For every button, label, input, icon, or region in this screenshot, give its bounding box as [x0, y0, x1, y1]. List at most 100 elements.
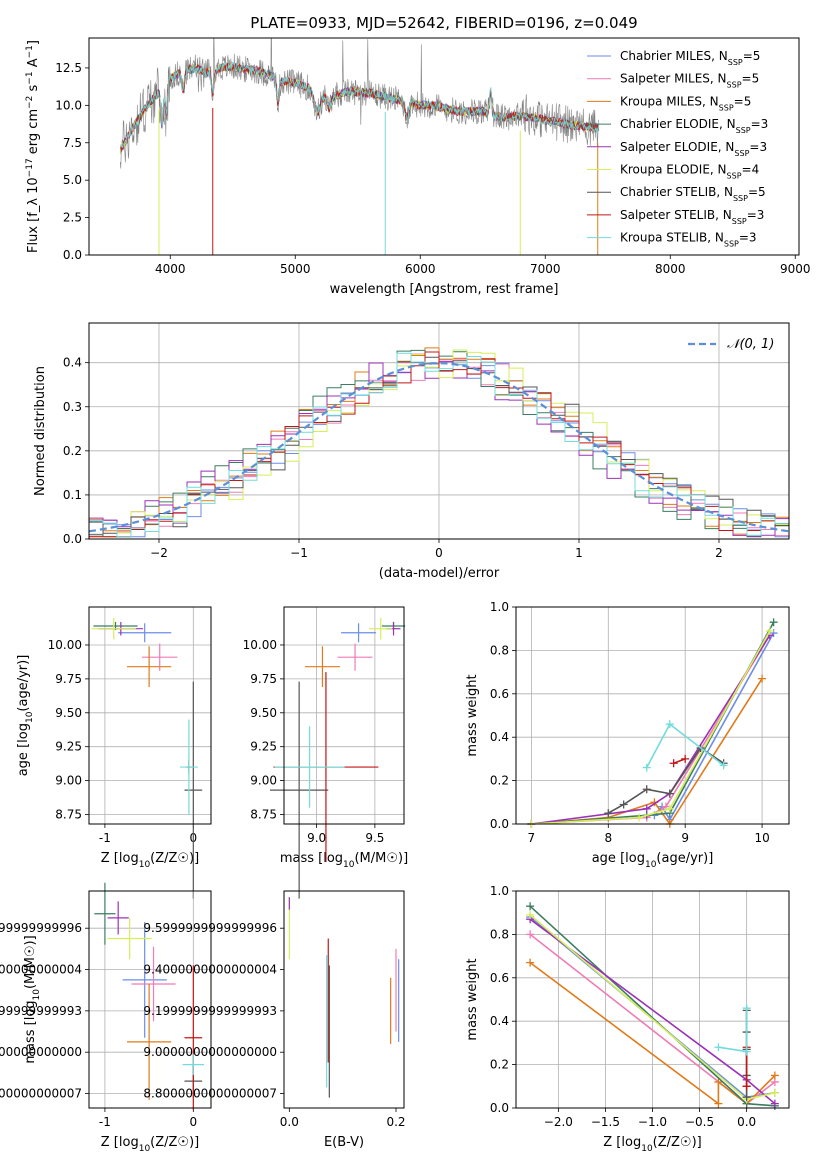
mass_vs_ebv-xtick-label: 0.2	[386, 1115, 405, 1129]
mass_vs_Z-xlabel: Z [log10(Z/Z☉)]	[101, 1135, 199, 1154]
mass_weight_vs_age-marker-salpeter_elodie	[642, 804, 651, 813]
spectrum-xtick-label: 5000	[280, 262, 311, 276]
mass_weight_vs_Z-marker-kroupa_elodie	[526, 910, 535, 919]
mass_weight_vs_age-marker-kroupa_elodie	[765, 626, 774, 635]
age_vs_Z-ytick-label: 10.00	[48, 638, 82, 652]
mass_vs_ebv-ytick-label: 9.0000000000000000	[143, 1045, 277, 1059]
mass_weight_vs_Z-marker-kroupa_stelib	[714, 1043, 723, 1052]
legend-label-kroupa_miles: Kroupa MILES, NSSP=5	[620, 94, 751, 112]
spectrum-ytick-label: 12.5	[55, 61, 82, 75]
spectrum-plot	[119, 38, 600, 255]
spectrum-xtick-label: 4000	[155, 262, 186, 276]
mass_weight_vs_age-ytick-label: 0.6	[490, 687, 509, 701]
mass_weight_vs_age-marker-chabrier_elodie	[769, 618, 778, 627]
residuals-ytick-label: 0.2	[63, 444, 82, 458]
mass_weight_vs_Z-marker-kroupa_elodie	[770, 1088, 779, 1097]
normal-distribution-curve	[88, 361, 790, 533]
spectrum-xtick-label: 6000	[405, 262, 436, 276]
mass_vs_Z-ytick-label: 9.0000000000000000	[0, 1045, 82, 1059]
spectrum-ytick-label: 10.0	[55, 98, 82, 112]
spectrum-ytick-label: 5.0	[63, 173, 82, 187]
mass_weight_vs_Z-marker-kroupa_miles	[714, 1099, 723, 1108]
mass_weight_vs_Z-xtick-label: −1.5	[591, 1115, 620, 1129]
legend-label-chabrier_miles: Chabrier MILES, NSSP=5	[620, 49, 760, 67]
mass_weight_vs_age-marker-kroupa_miles	[758, 674, 767, 683]
mass_vs_Z-xtick-label: -1	[99, 1115, 111, 1129]
residuals-ytick-label: 0.1	[63, 488, 82, 502]
mass_weight_vs_age-marker-chabrier_stelib	[665, 789, 674, 798]
mass_weight_vs_Z-frame	[515, 890, 790, 1109]
residuals-legend: 𝒩(0, 1)	[688, 337, 774, 352]
mass_weight_vs_age-marker-kroupa_stelib	[719, 761, 728, 770]
mass_weight_vs_Z-marker-kroupa_miles	[526, 958, 535, 967]
spectrum-ytick-label: 0.0	[63, 248, 82, 262]
residual-histogram-kroupa_stelib	[89, 352, 789, 538]
mass_weight_vs_Z-plot	[526, 902, 779, 1110]
mass_vs_Z-frame	[88, 890, 212, 1109]
mass_weight_vs_Z-axes: −2.0 −1.5 −1.0 −0.5 0.0 0.0 0.2 0.4 0.6 0.8 1.0 Z […	[465, 884, 790, 1154]
mass_weight_vs_age-xtick-label: 8	[604, 831, 612, 845]
spectrum-frame	[88, 37, 800, 256]
age_vs_Z-plot	[91, 617, 203, 899]
mass_weight_vs_age-marker-salpeter_stelib	[681, 754, 690, 763]
age_vs_mass-ytick-label: 9.75	[250, 672, 277, 686]
legend-label-salpeter_elodie: Salpeter ELODIE, NSSP=3	[620, 140, 767, 158]
mass_weight_vs_age-xtick-label: 10	[754, 831, 769, 845]
mass_vs_Z-ylabel: mass [log10(M/M☉)]	[23, 935, 42, 1063]
model-fit-kroupa_stelib	[119, 61, 600, 148]
legend-label-kroupa_stelib: Kroupa STELIB, NSSP=3	[620, 231, 757, 249]
mass_weight_vs_Z-ytick-label: 1.0	[490, 884, 509, 898]
spectrum-ytick-label: 2.5	[63, 211, 82, 225]
legend-label-normal: 𝒩(0, 1)	[727, 337, 774, 352]
age_vs_Z-frame	[88, 606, 212, 825]
mass_vs_Z-xtick-label: 0	[189, 1115, 197, 1129]
legend-label-kroupa_elodie: Kroupa ELODIE, NSSP=4	[620, 163, 759, 181]
mass_weight_vs_age-ytick-label: 0.4	[490, 730, 509, 744]
residuals-axes: −2 −1 0 1 2 0.0 0.1 0.2 0.3 0.4 (data-model)/error…	[33, 322, 790, 581]
mass_weight_vs_Z-marker-kroupa_miles	[714, 1077, 723, 1086]
mass_vs_ebv-ytick-label: 9.5999999999999996	[143, 921, 277, 935]
residuals-ytick-label: 0.0	[63, 532, 82, 546]
age_vs_mass-ytick-label: 9.50	[250, 706, 277, 720]
mass_weight_vs_Z-ytick-label: 0.8	[490, 927, 509, 941]
age_vs_mass-ytick-label: 9.00	[250, 774, 277, 788]
mass_weight_vs_age-line-salpeter_stelib	[673, 758, 686, 764]
chart-root: 4000 5000 6000 7000 8000 90000.02.55.07.510.0…	[0, 14, 811, 1154]
mass_weight_vs_age-marker-kroupa_elodie	[665, 804, 674, 813]
age_vs_mass-xtick-label: 9.5	[365, 831, 384, 845]
age_vs_Z-ytick-label: 9.50	[55, 706, 82, 720]
spectrum-axes: 4000 5000 6000 7000 8000 9000 0.0 2.5 5.0 7.5 10.0…	[25, 14, 811, 297]
legend-label-salpeter_stelib: Salpeter STELIB, NSSP=3	[620, 208, 764, 226]
legend-label-chabrier_stelib: Chabrier STELIB, NSSP=5	[620, 185, 766, 203]
mass_vs_ebv-ytick-label: 9.1999999999999993	[143, 1004, 277, 1018]
mass_weight_vs_age-xtick-label: 7	[528, 831, 536, 845]
mass_weight_vs_age-marker-chabrier_stelib	[619, 800, 628, 809]
mass_weight_vs_age-ytick-label: 0.8	[490, 643, 509, 657]
spectrum-ylabel: Flux [f_λ 10−17 erg cm−2 s−1 A−1]	[25, 40, 41, 253]
mass_vs_ebv-frame	[283, 890, 405, 1109]
residuals-ytick-label: 0.3	[63, 400, 82, 414]
mass_weight_vs_age-marker-kroupa_elodie	[635, 813, 644, 822]
residuals-xtick-label: 0	[435, 546, 443, 560]
age_vs_mass-ytick-label: 10.00	[243, 638, 277, 652]
mass_weight_vs_Z-marker-chabrier_elodie	[526, 902, 535, 911]
mass_vs_ebv-axes: 0.0 0.2 8.8000000000000007 9.00000000000000…	[143, 890, 406, 1150]
legend-label-salpeter_miles: Salpeter MILES, NSSP=5	[620, 72, 759, 90]
mass_weight_vs_age-ylabel: mass weight	[465, 674, 480, 756]
residuals-frame	[88, 322, 790, 540]
mass_weight_vs_Z-marker-salpeter_stelib	[742, 1082, 751, 1091]
spectrum-ytick-label: 7.5	[63, 136, 82, 150]
mass_vs_ebv-ytick-label: 8.8000000000000007	[143, 1087, 277, 1101]
mass_vs_ebv-ytick-label: 9.4000000000000004	[143, 963, 277, 977]
age_vs_mass-ytick-label: 8.75	[250, 808, 277, 822]
mass_weight_vs_Z-ytick-label: 0.6	[490, 971, 509, 985]
mass_weight_vs_age-marker-kroupa_stelib	[665, 720, 674, 729]
spectrum-legend: Chabrier MILES, NSSP=5 Salpeter MILES, NS…	[587, 49, 768, 248]
residuals-ytick-label: 0.4	[63, 356, 82, 370]
spectrum-title: PLATE=0933, MJD=52642, FIBERID=0196, z=0…	[250, 14, 637, 32]
spectrum-xtick-label: 7000	[530, 262, 561, 276]
mass_weight_vs_Z-marker-salpeter_miles	[526, 930, 535, 939]
mass_weight_vs_age-marker-kroupa_stelib	[642, 763, 651, 772]
